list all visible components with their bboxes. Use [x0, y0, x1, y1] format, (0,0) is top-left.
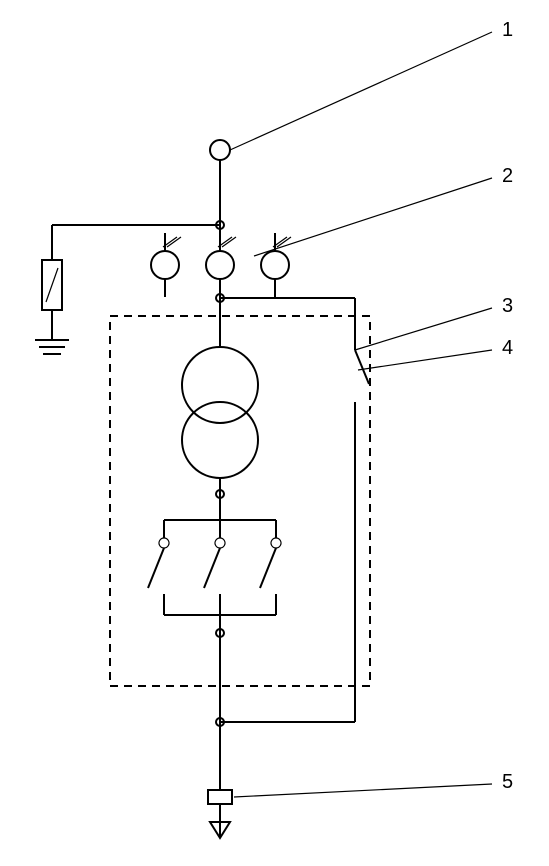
callout-label-2: 2: [502, 165, 513, 187]
callout-label-4: 4: [502, 337, 513, 359]
callout-label-3: 3: [502, 295, 513, 317]
callout-label-1: 1: [502, 19, 513, 41]
callout-label-5: 5: [502, 771, 513, 793]
